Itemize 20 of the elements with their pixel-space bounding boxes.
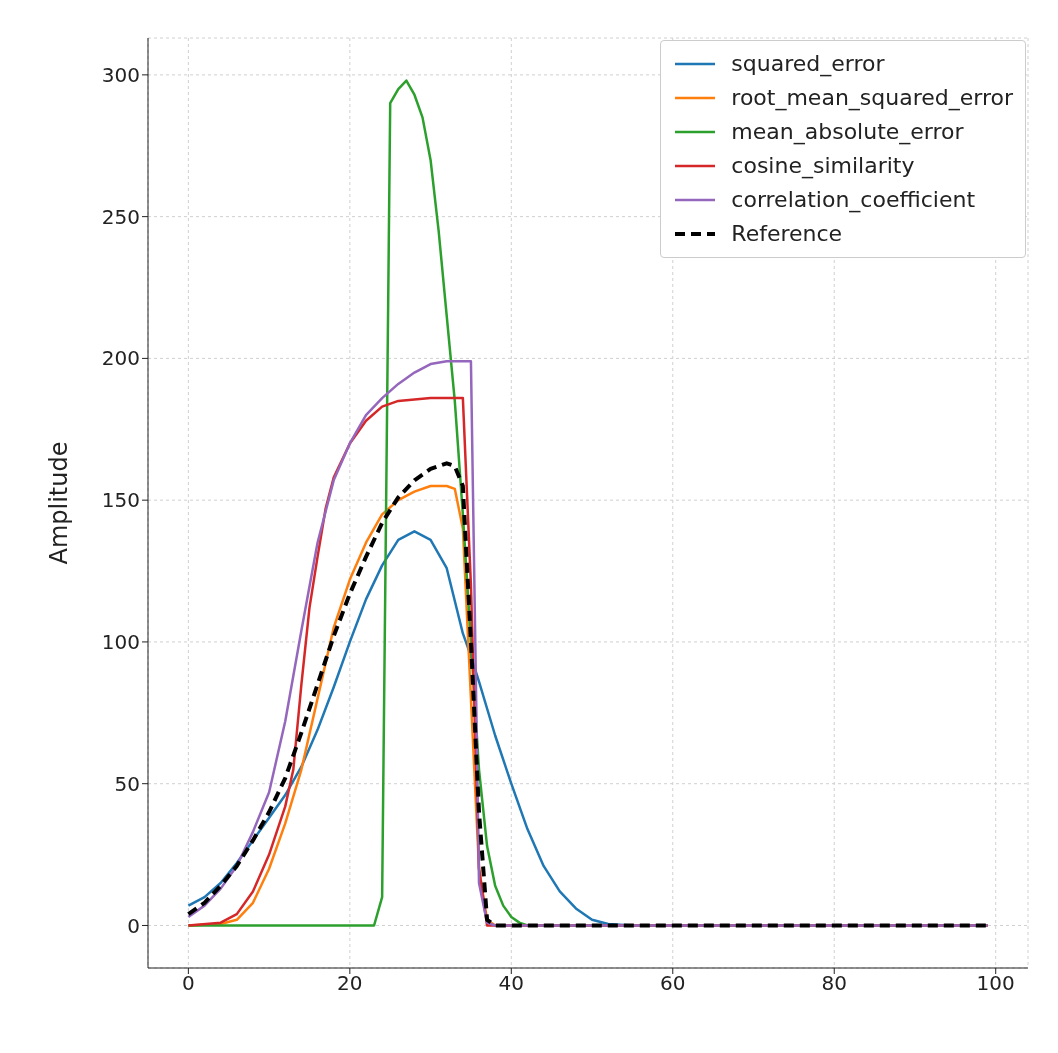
legend-label: Reference bbox=[731, 220, 843, 248]
x-tick-label: 40 bbox=[498, 971, 525, 996]
y-axis-title: Amplitude bbox=[44, 441, 73, 565]
x-tick-label: 100 bbox=[976, 971, 1015, 996]
y-tick-label: 300 bbox=[101, 62, 140, 87]
x-tick-label: 0 bbox=[182, 971, 195, 996]
y-tick-label: 200 bbox=[101, 346, 140, 371]
y-tick-label: 150 bbox=[101, 488, 140, 513]
legend-label: correlation_coefficient bbox=[731, 186, 976, 215]
y-tick-label: 50 bbox=[114, 771, 140, 796]
legend-label: mean_absolute_error bbox=[731, 118, 964, 147]
y-tick-label: 250 bbox=[101, 204, 140, 229]
legend-label: root_mean_squared_error bbox=[731, 84, 1013, 113]
y-tick-label: 100 bbox=[101, 630, 140, 655]
legend-label: squared_error bbox=[731, 50, 885, 79]
x-tick-label: 60 bbox=[660, 971, 686, 996]
x-tick-label: 20 bbox=[337, 971, 363, 996]
x-tick-label: 80 bbox=[821, 971, 847, 996]
legend-label: cosine_similarity bbox=[731, 152, 915, 181]
y-tick-label: 0 bbox=[127, 913, 140, 938]
